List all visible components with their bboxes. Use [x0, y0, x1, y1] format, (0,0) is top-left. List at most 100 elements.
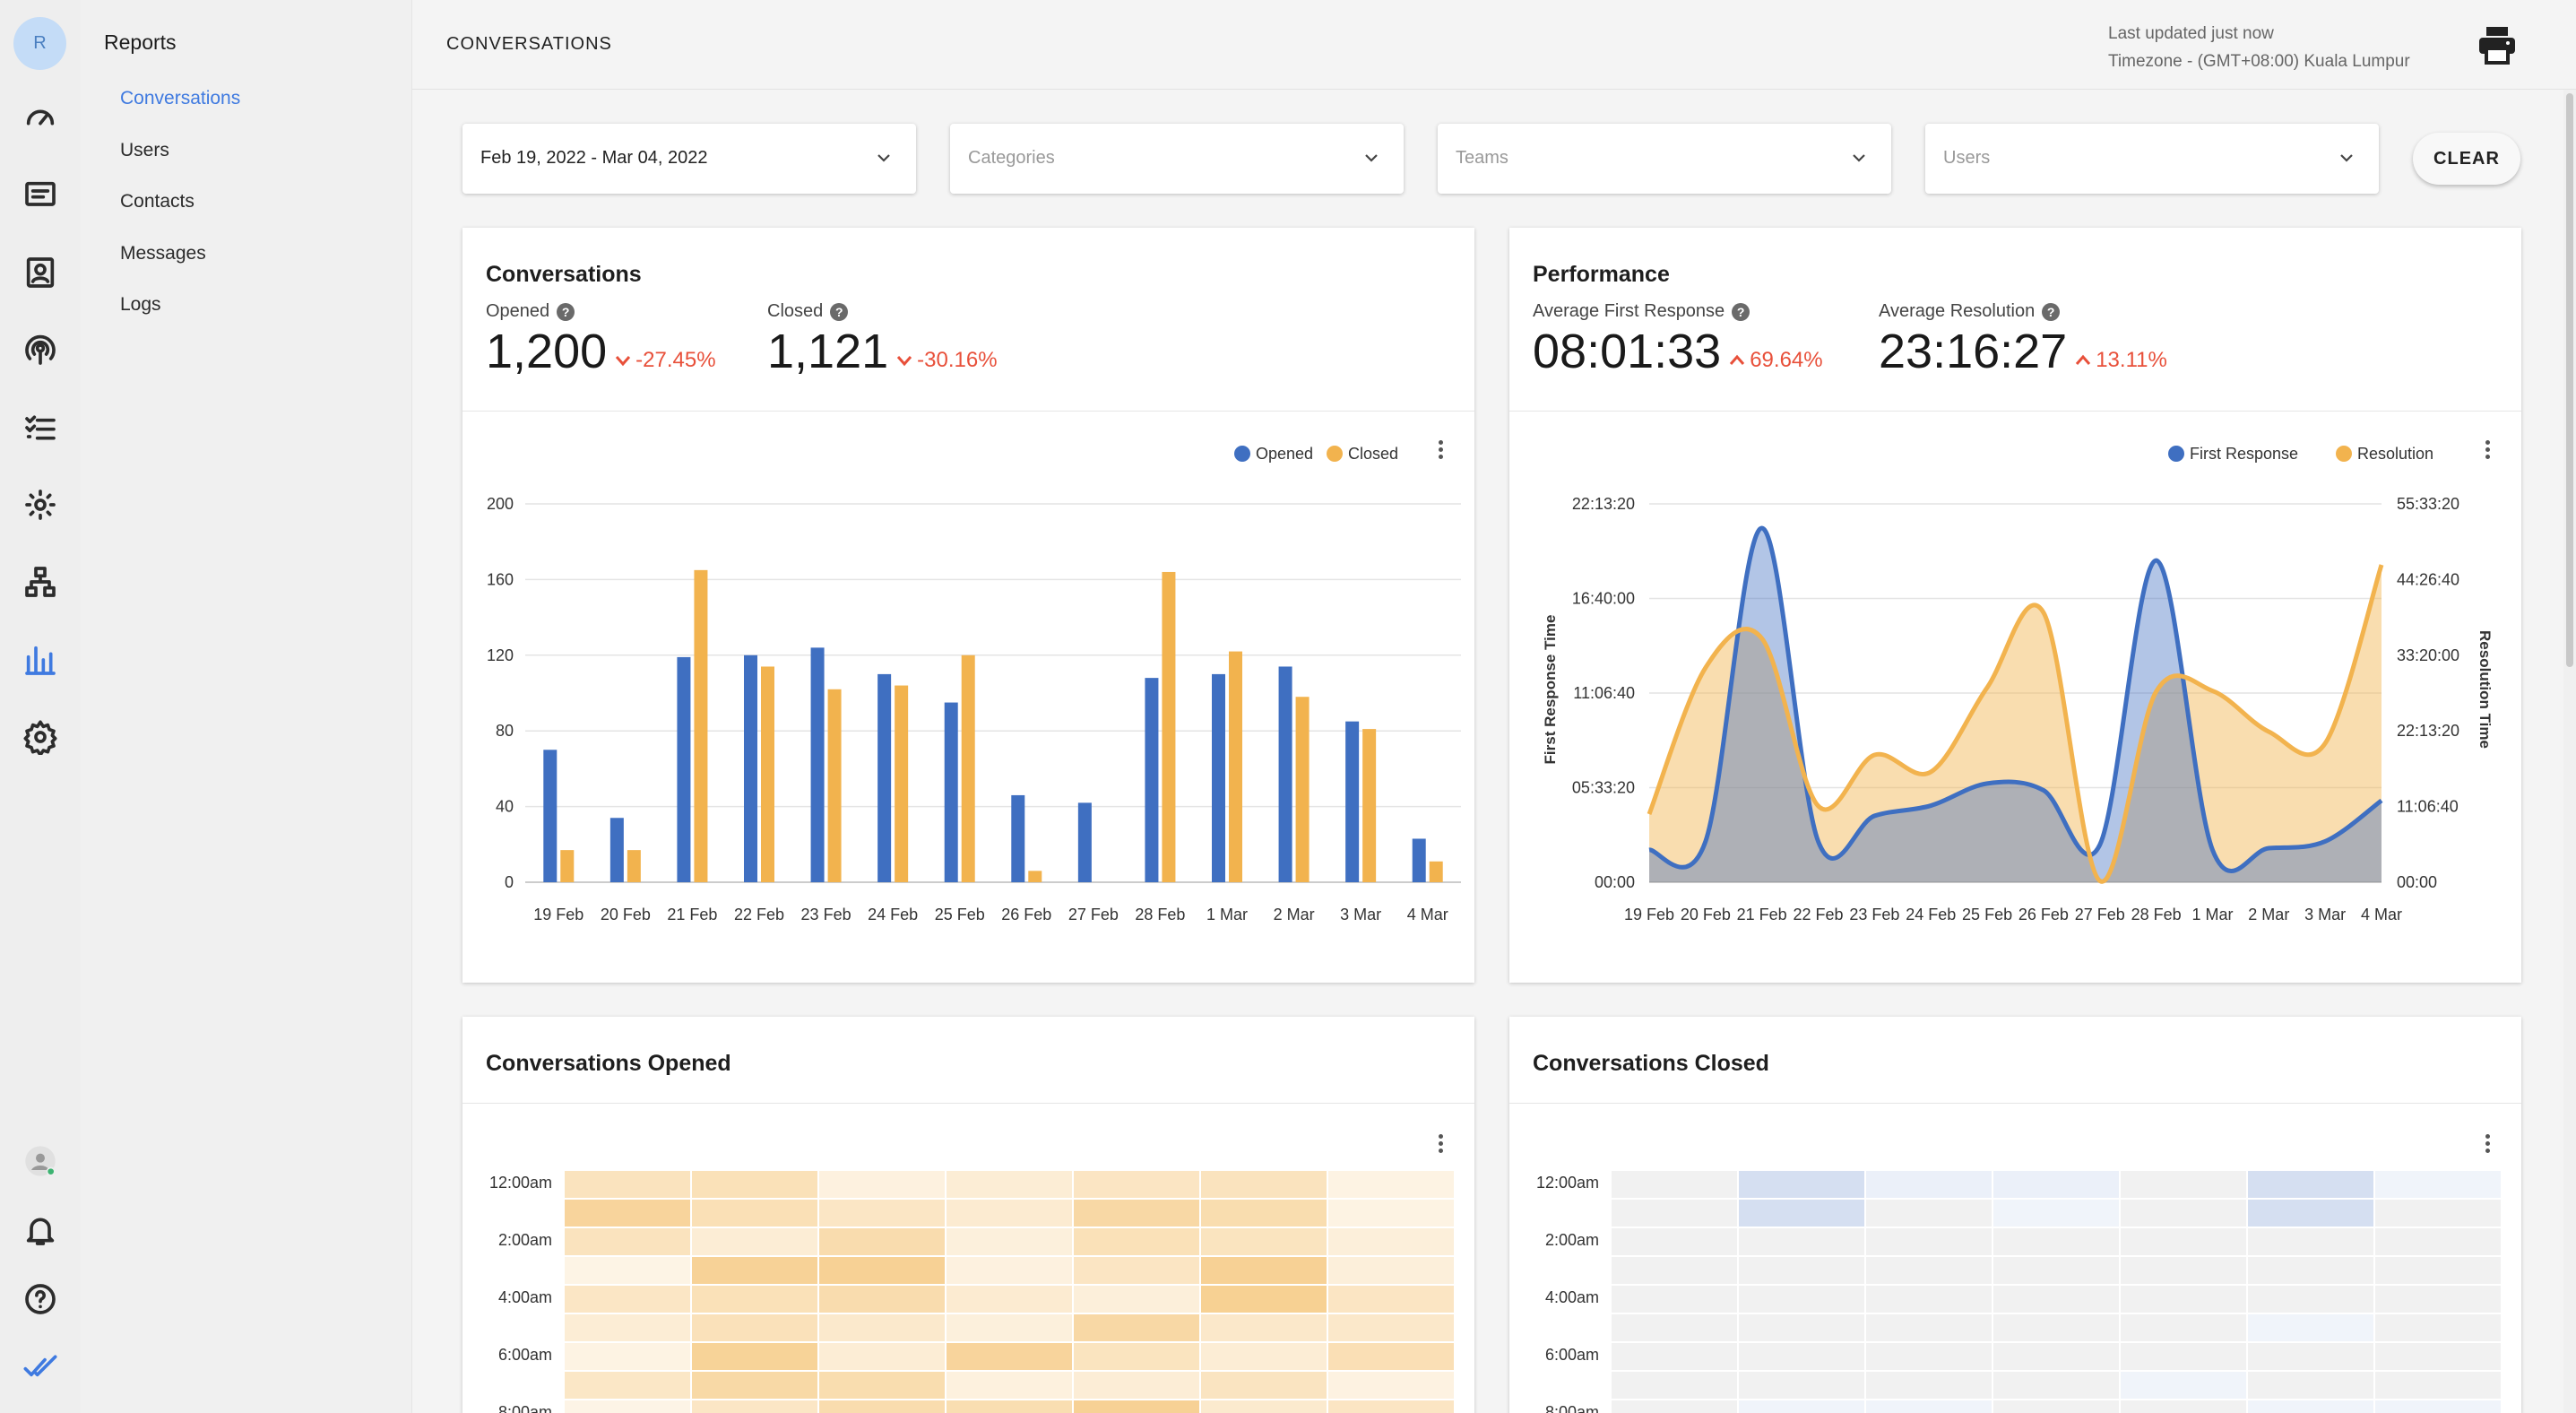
heatmap-cell[interactable]	[1328, 1257, 1454, 1284]
heatmap-cell[interactable]	[2375, 1257, 2501, 1284]
heatmap-cell[interactable]	[1074, 1257, 1199, 1284]
heatmap-cell[interactable]	[1866, 1314, 1992, 1341]
contacts-icon[interactable]	[21, 253, 60, 292]
more-options-icon[interactable]	[2483, 1131, 2492, 1158]
heatmap-cell[interactable]	[565, 1257, 690, 1284]
heatmap-cell[interactable]	[692, 1171, 817, 1198]
heatmap-cell[interactable]	[947, 1257, 1072, 1284]
heatmap-cell[interactable]	[692, 1286, 817, 1313]
heatmap-cell[interactable]	[819, 1257, 945, 1284]
heatmap-cell[interactable]	[692, 1343, 817, 1370]
help-circle-icon[interactable]: ?	[557, 302, 575, 321]
heatmap-cell[interactable]	[565, 1286, 690, 1313]
heatmap-cell[interactable]	[1201, 1257, 1327, 1284]
heatmap-cell[interactable]	[692, 1314, 817, 1341]
more-options-icon[interactable]	[1436, 1131, 1445, 1158]
heatmap-cell[interactable]	[1993, 1372, 2119, 1399]
heatmap-cell[interactable]	[1739, 1400, 1864, 1413]
integrations-gear-icon[interactable]	[21, 485, 60, 524]
heatmap-cell[interactable]	[1739, 1343, 1864, 1370]
heatmap-cell[interactable]	[2375, 1286, 2501, 1313]
heatmap-cell[interactable]	[1866, 1228, 1992, 1255]
heatmap-cell[interactable]	[1612, 1200, 1737, 1227]
heatmap-cell[interactable]	[947, 1400, 1072, 1413]
heatmap-cell[interactable]	[1074, 1372, 1199, 1399]
heatmap-cell[interactable]	[1074, 1200, 1199, 1227]
heatmap-cell[interactable]	[819, 1228, 945, 1255]
heatmap-cell[interactable]	[1074, 1171, 1199, 1198]
heatmap-cell[interactable]	[2248, 1171, 2373, 1198]
heatmap-cell[interactable]	[1074, 1286, 1199, 1313]
heatmap-cell[interactable]	[1074, 1343, 1199, 1370]
heatmap-cell[interactable]	[2121, 1171, 2246, 1198]
profile-status-icon[interactable]	[21, 1141, 60, 1181]
heatmap-cell[interactable]	[1201, 1286, 1327, 1313]
heatmap-cell[interactable]	[2121, 1372, 2246, 1399]
heatmap-cell[interactable]	[1993, 1228, 2119, 1255]
heatmap-cell[interactable]	[2375, 1343, 2501, 1370]
heatmap-cell[interactable]	[1866, 1171, 1992, 1198]
heatmap-cell[interactable]	[1866, 1200, 1992, 1227]
heatmap-cell[interactable]	[565, 1228, 690, 1255]
help-circle-icon[interactable]: ?	[1732, 302, 1750, 321]
print-icon[interactable]	[2476, 23, 2519, 66]
heatmap-cell[interactable]	[1328, 1228, 1454, 1255]
heatmap-cell[interactable]	[2248, 1200, 2373, 1227]
subnav-item-contacts[interactable]: Contacts	[120, 191, 194, 212]
heatmap-cell[interactable]	[1074, 1400, 1199, 1413]
heatmap-cell[interactable]	[2375, 1400, 2501, 1413]
heatmap-cell[interactable]	[2375, 1314, 2501, 1341]
heatmap-cell[interactable]	[819, 1372, 945, 1399]
heatmap-cell[interactable]	[1739, 1200, 1864, 1227]
broadcast-icon[interactable]	[21, 330, 60, 369]
heatmap-cell[interactable]	[2375, 1200, 2501, 1227]
heatmap-cell[interactable]	[1328, 1200, 1454, 1227]
heatmap-cell[interactable]	[1866, 1400, 1992, 1413]
heatmap-cell[interactable]	[2248, 1314, 2373, 1341]
heatmap-cell[interactable]	[1328, 1372, 1454, 1399]
heatmap-cell[interactable]	[565, 1200, 690, 1227]
reports-chart-icon[interactable]	[21, 640, 60, 680]
heatmap-cell[interactable]	[1201, 1171, 1327, 1198]
heatmap-cell[interactable]	[1993, 1257, 2119, 1284]
heatmap-cell[interactable]	[1612, 1343, 1737, 1370]
notifications-bell-icon[interactable]	[21, 1210, 60, 1250]
heatmap-cell[interactable]	[1201, 1228, 1327, 1255]
help-circle-icon[interactable]: ?	[830, 302, 849, 321]
heatmap-cell[interactable]	[1866, 1286, 1992, 1313]
heatmap-cell[interactable]	[1993, 1400, 2119, 1413]
heatmap-cell[interactable]	[565, 1171, 690, 1198]
heatmap-cell[interactable]	[2248, 1286, 2373, 1313]
heatmap-cell[interactable]	[1993, 1343, 2119, 1370]
settings-icon[interactable]	[21, 717, 60, 757]
users-select[interactable]: Users	[1925, 124, 2379, 194]
heatmap-cell[interactable]	[565, 1314, 690, 1341]
heatmap-cell[interactable]	[1866, 1343, 1992, 1370]
heatmap-cell[interactable]	[2121, 1314, 2246, 1341]
heatmap-cell[interactable]	[1328, 1400, 1454, 1413]
subnav-item-logs[interactable]: Logs	[120, 294, 161, 315]
heatmap-cell[interactable]	[819, 1286, 945, 1313]
heatmap-cell[interactable]	[1328, 1343, 1454, 1370]
subnav-item-conversations[interactable]: Conversations	[120, 88, 241, 108]
heatmap-cell[interactable]	[1993, 1286, 2119, 1313]
heatmap-cell[interactable]	[2375, 1228, 2501, 1255]
more-options-icon[interactable]	[2483, 438, 2492, 464]
heatmap-cell[interactable]	[1074, 1228, 1199, 1255]
heatmap-cell[interactable]	[565, 1343, 690, 1370]
heatmap-cell[interactable]	[692, 1372, 817, 1399]
heatmap-cell[interactable]	[1612, 1228, 1737, 1255]
heatmap-cell[interactable]	[1739, 1257, 1864, 1284]
heatmap-cell[interactable]	[947, 1343, 1072, 1370]
heatmap-cell[interactable]	[1612, 1171, 1737, 1198]
categories-select[interactable]: Categories	[950, 124, 1404, 194]
heatmap-cell[interactable]	[819, 1343, 945, 1370]
hierarchy-icon[interactable]	[21, 562, 60, 602]
heatmap-cell[interactable]	[2248, 1372, 2373, 1399]
heatmap-cell[interactable]	[2248, 1343, 2373, 1370]
heatmap-cell[interactable]	[1739, 1286, 1864, 1313]
heatmap-cell[interactable]	[1993, 1314, 2119, 1341]
heatmap-cell[interactable]	[1739, 1314, 1864, 1341]
heatmap-cell[interactable]	[565, 1372, 690, 1399]
heatmap-cell[interactable]	[2248, 1257, 2373, 1284]
